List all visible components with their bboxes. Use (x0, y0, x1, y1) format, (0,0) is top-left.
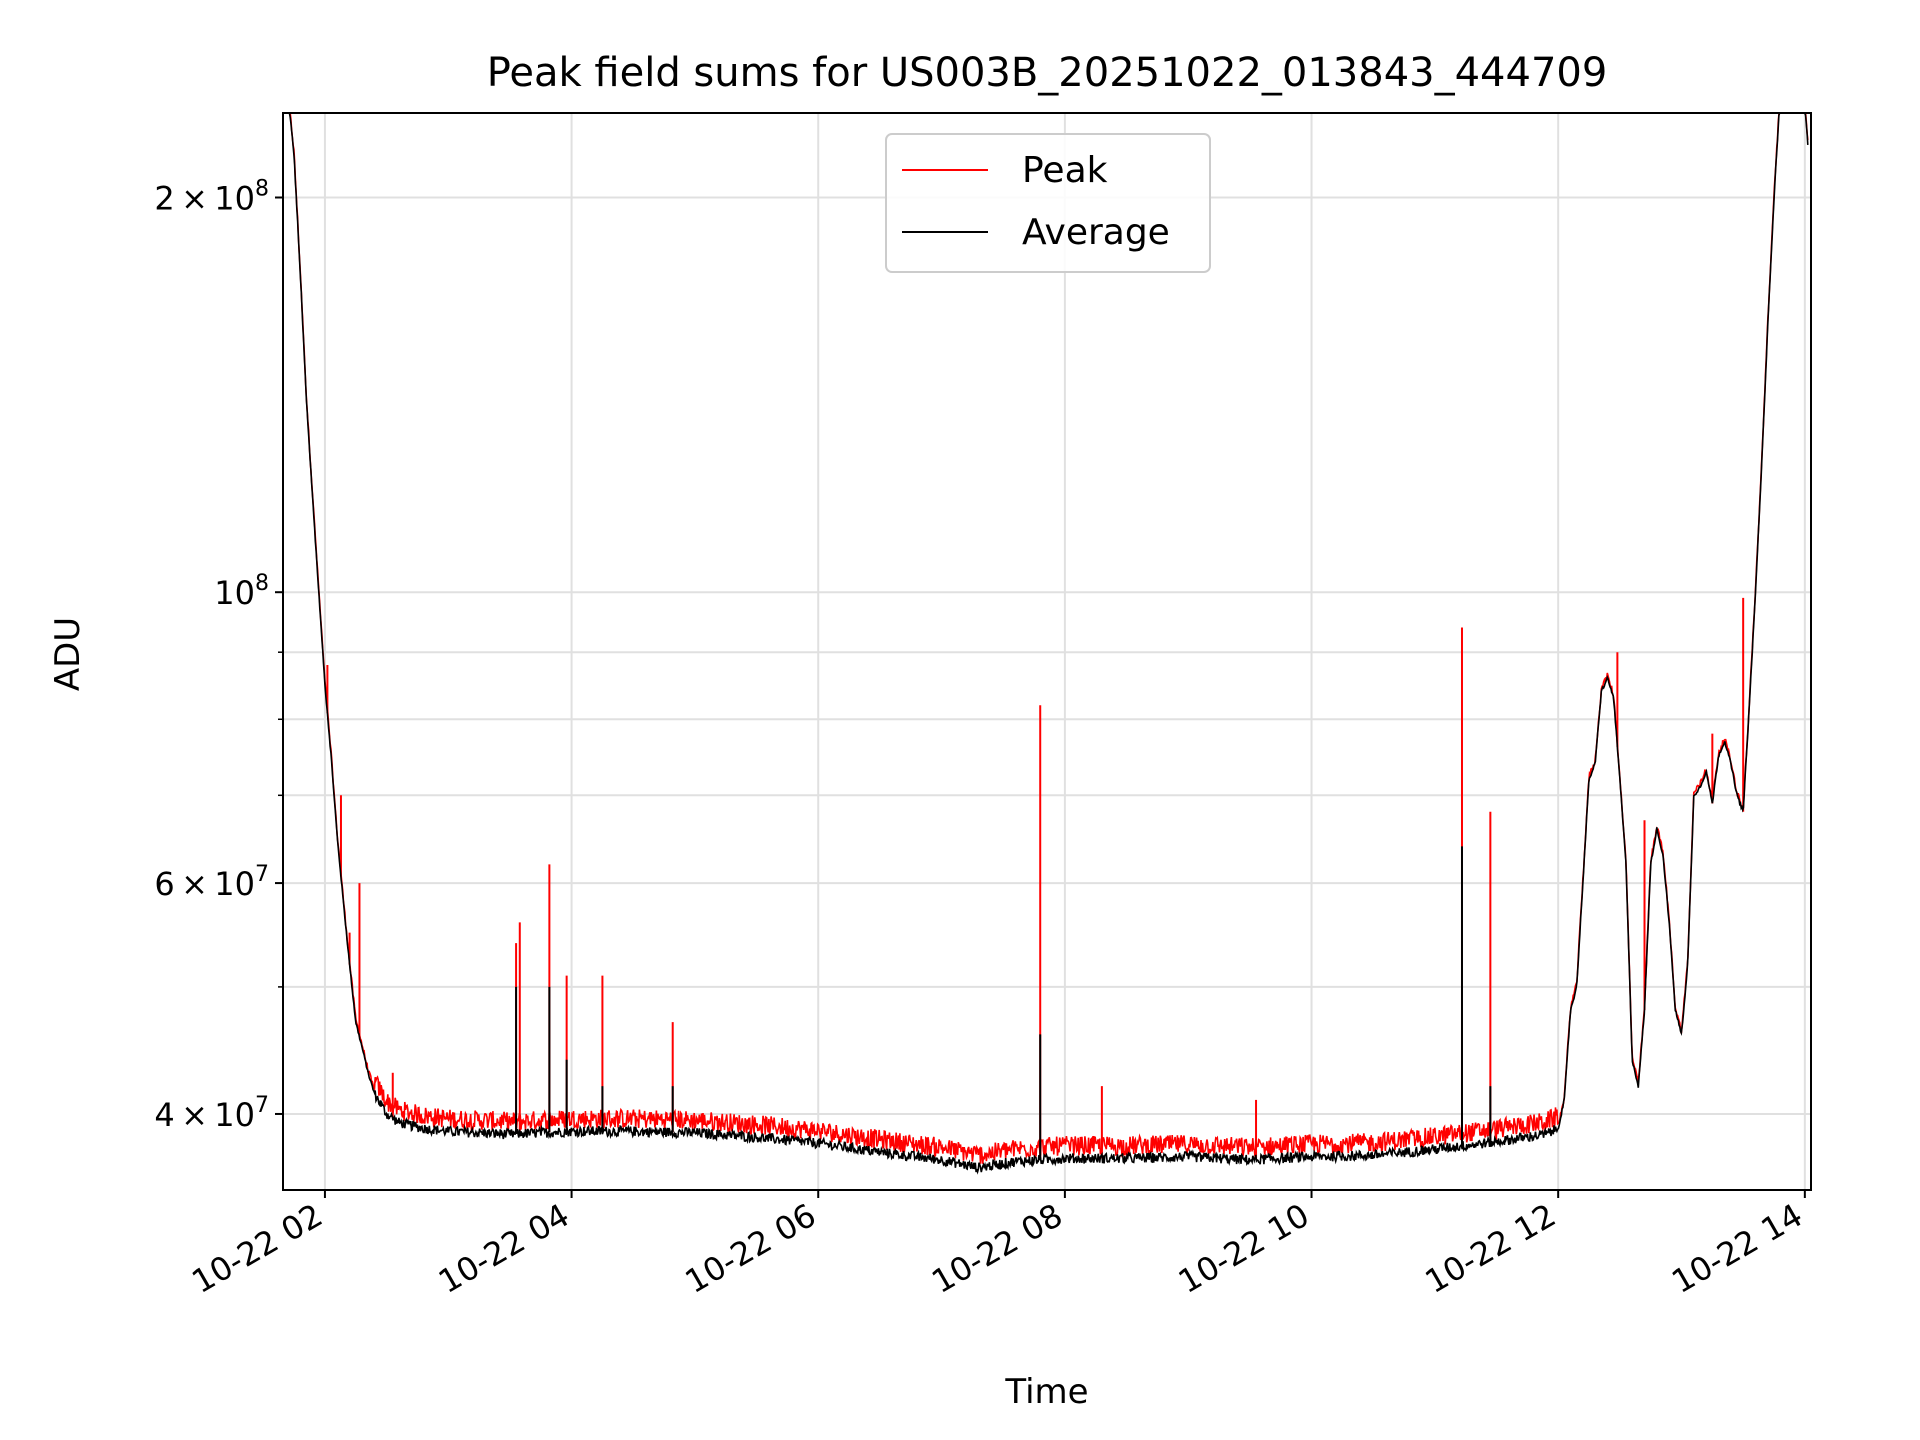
y-tick-label: 4 × 107 (154, 1093, 269, 1134)
x-axis-label: Time (1004, 1372, 1088, 1412)
peak-series-line (287, 113, 1809, 1164)
y-tick-label: 6 × 107 (154, 862, 269, 903)
y-tick-label: 108 (214, 571, 269, 612)
legend-box (885, 133, 1211, 273)
chart-title: Peak field sums for US003B_20251022_0138… (487, 50, 1608, 96)
legend: Peak Average (885, 133, 1211, 273)
legend-peak-label: Peak (1022, 150, 1108, 191)
y-axis-label: ADU (48, 617, 88, 691)
series-layer (287, 113, 1809, 1175)
legend-average-label: Average (1022, 212, 1170, 253)
y-tick-label: 2 × 108 (154, 177, 269, 218)
average-series-line (287, 113, 1809, 1175)
